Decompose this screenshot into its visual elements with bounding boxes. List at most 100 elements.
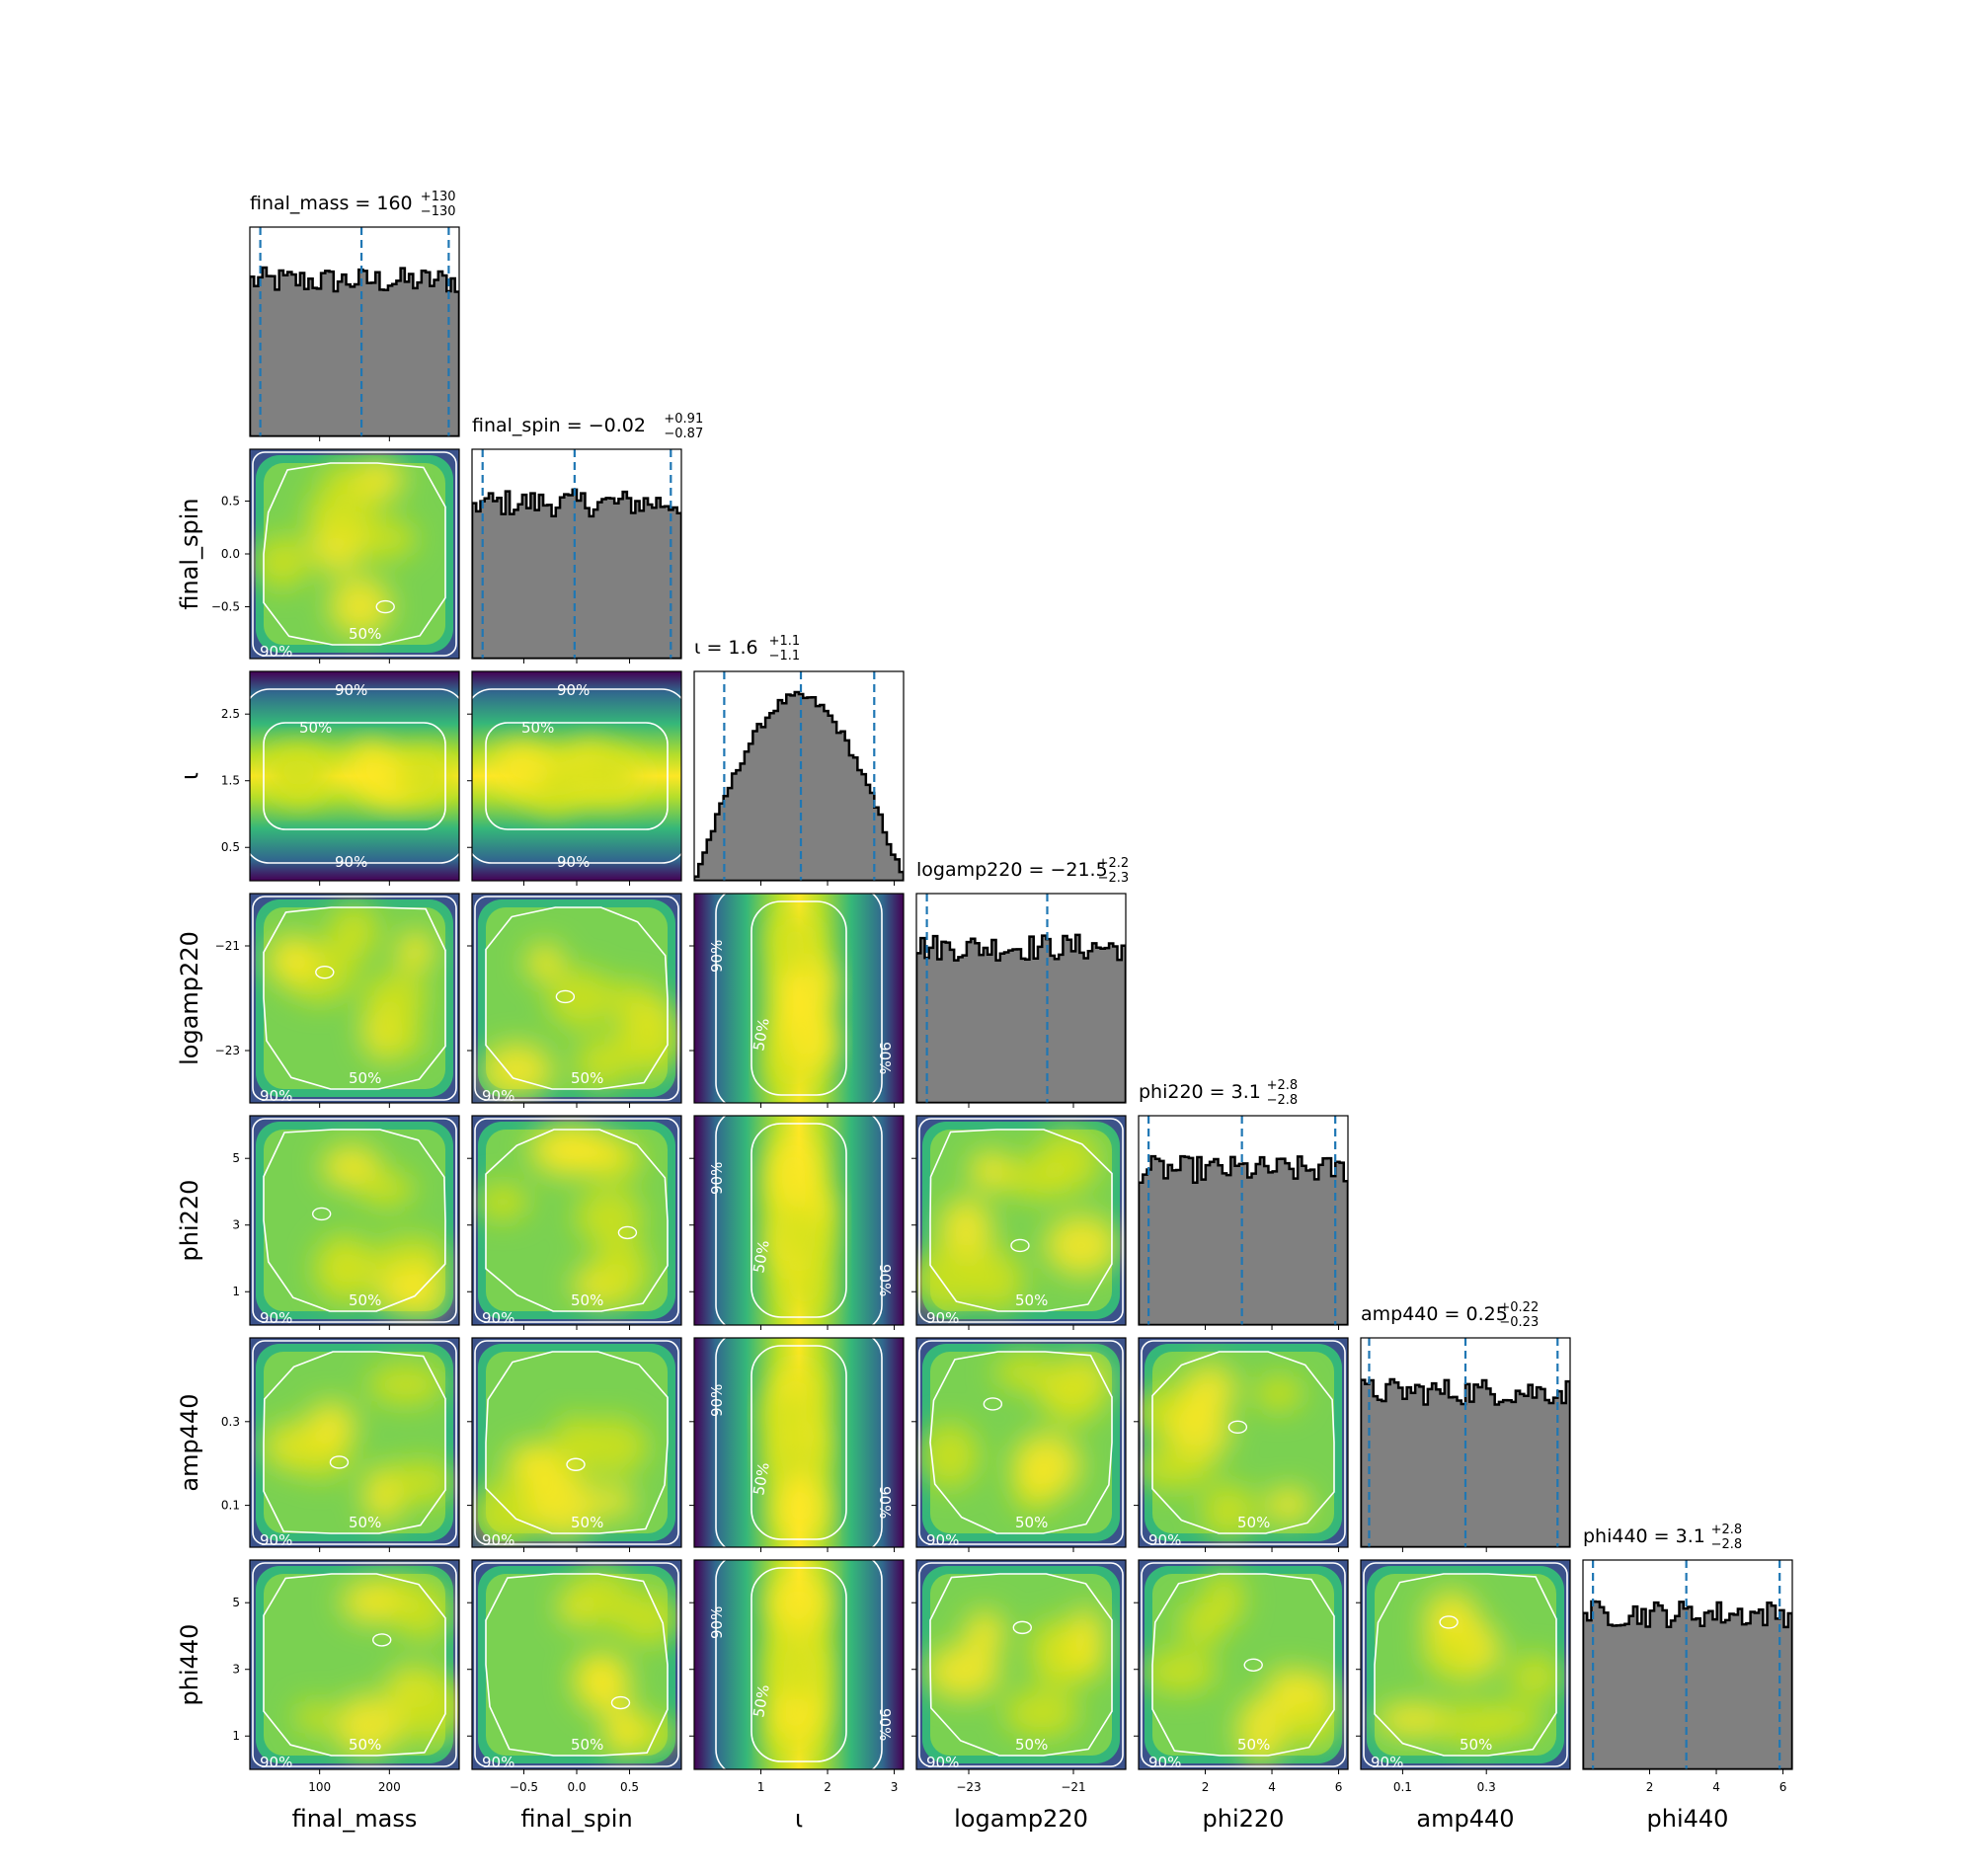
contour-50 bbox=[1151, 1351, 1335, 1534]
density-peak bbox=[334, 1694, 403, 1758]
y-tick-label: 1 bbox=[232, 1729, 240, 1743]
density-panel-final_spin-vs-phi220: 50% 90% bbox=[467, 1115, 682, 1330]
density-peak bbox=[916, 1248, 989, 1310]
density-blobs bbox=[1377, 1591, 1561, 1746]
density-peak bbox=[603, 1703, 644, 1758]
density-peak bbox=[394, 750, 442, 801]
density-peak bbox=[1144, 1649, 1218, 1693]
density: 50% 90% bbox=[250, 1560, 459, 1771]
density-peak bbox=[969, 1150, 1012, 1191]
density-peak bbox=[306, 486, 378, 537]
density-peak bbox=[765, 1634, 826, 1700]
density-panel-final_spin-vs-logamp220: 50% 90% bbox=[467, 893, 682, 1108]
contour-50 bbox=[929, 1573, 1113, 1757]
y-tick-label: 1 bbox=[232, 1285, 240, 1298]
panel-frame bbox=[249, 893, 460, 1104]
density-peak bbox=[1001, 1156, 1074, 1200]
density: 50% 90% bbox=[250, 449, 459, 661]
density-peak bbox=[396, 930, 434, 973]
contour-label-50: 50% bbox=[349, 1291, 381, 1309]
density-blobs bbox=[764, 1136, 837, 1315]
contour-island bbox=[566, 1457, 586, 1471]
density-peak bbox=[1509, 1654, 1561, 1698]
contour-90 bbox=[250, 688, 459, 864]
title-lower-error: −2.3 bbox=[1098, 871, 1130, 886]
density-peak bbox=[569, 1569, 633, 1628]
y-axis-label-final_spin: final_spin bbox=[176, 498, 203, 609]
contour-50 bbox=[929, 1351, 1113, 1534]
density-peak bbox=[367, 1364, 444, 1406]
contour-label-90: 90% bbox=[708, 1384, 726, 1417]
contour-90 bbox=[252, 451, 457, 657]
title-upper-error: +0.22 bbox=[1499, 1300, 1539, 1315]
title-upper-error: +130 bbox=[421, 190, 456, 204]
contour-label-90: 90% bbox=[260, 1754, 292, 1771]
contour-label-90: 90% bbox=[260, 643, 292, 661]
contour-label-90: 90% bbox=[708, 1606, 726, 1639]
density-peak bbox=[1377, 1702, 1453, 1738]
density-peak bbox=[614, 1009, 681, 1075]
density-blobs bbox=[763, 913, 838, 1095]
density: 50% 90% bbox=[250, 894, 459, 1103]
title-main: phi440 = 3.1 bbox=[1583, 1525, 1705, 1547]
contour-label-90: 90% bbox=[876, 1042, 894, 1074]
density-blobs bbox=[760, 1362, 829, 1540]
contour-label-50: 50% bbox=[750, 1017, 773, 1053]
panel-frame bbox=[249, 670, 460, 882]
contour-island bbox=[1010, 1238, 1030, 1253]
density-peak bbox=[1282, 1702, 1337, 1747]
contour-label-50: 50% bbox=[349, 1069, 381, 1087]
density-panel-logamp220-vs-phi440: 50% 90% −23 −21 bbox=[911, 1559, 1127, 1794]
y-tick-label: −21 bbox=[215, 939, 240, 953]
panel-frame bbox=[915, 1337, 1127, 1548]
histogram bbox=[472, 449, 681, 659]
contour-island bbox=[329, 1455, 350, 1469]
contour-label-90: 90% bbox=[260, 1531, 292, 1549]
panel-frame bbox=[1138, 1559, 1349, 1770]
contour-50 bbox=[263, 906, 446, 1090]
x-axis-label-amp440: amp440 bbox=[1416, 1805, 1514, 1833]
histogram-bars bbox=[1139, 1154, 1348, 1325]
contour-island bbox=[610, 1695, 631, 1710]
density-blobs bbox=[1139, 1364, 1312, 1537]
density-panel-inclination-vs-phi220: 90% 90% 50% bbox=[689, 1115, 905, 1330]
title-main: ι = 1.6 bbox=[694, 637, 758, 659]
contour-island bbox=[983, 1397, 1003, 1411]
contour-label-50: 50% bbox=[571, 1514, 603, 1531]
panel-frame bbox=[693, 893, 905, 1104]
contour-90 bbox=[918, 1562, 1124, 1767]
density-peak bbox=[597, 1485, 634, 1518]
density-peak bbox=[527, 1471, 600, 1538]
density-panel-final_mass-vs-logamp220: 50% 90% −23 −21 bbox=[215, 893, 460, 1108]
contour-90 bbox=[1141, 1340, 1346, 1545]
contour-island bbox=[1012, 1620, 1032, 1635]
contour-50 bbox=[750, 1567, 847, 1762]
density-peak bbox=[1166, 1398, 1230, 1464]
density-peak bbox=[1030, 1618, 1074, 1685]
contour-50 bbox=[263, 1351, 446, 1534]
density-blobs bbox=[262, 741, 456, 808]
contour-50 bbox=[485, 906, 669, 1090]
contour-label-90: 90% bbox=[1148, 1531, 1181, 1549]
x-tick-label: 0.3 bbox=[1477, 1780, 1496, 1794]
density-peak bbox=[1264, 1487, 1312, 1523]
contour-label-50: 50% bbox=[1015, 1291, 1048, 1309]
contour-90 bbox=[1363, 1562, 1568, 1767]
x-tick-label: 0.0 bbox=[567, 1780, 586, 1794]
contour-label-50: 50% bbox=[750, 1239, 773, 1275]
y-axis-label-inclination: ι bbox=[176, 772, 203, 780]
hist-panel-inclination: ι = 1.6 +1.1−1.1 bbox=[693, 634, 905, 886]
contour-50 bbox=[1374, 1573, 1557, 1757]
x-tick-label: 0.5 bbox=[620, 1780, 639, 1794]
title-inclination: ι = 1.6 bbox=[694, 637, 758, 659]
contour-90 bbox=[252, 896, 457, 1101]
contour-label-90: 90% bbox=[876, 1708, 894, 1741]
density-peak bbox=[1066, 1606, 1105, 1673]
contour-90 bbox=[715, 1560, 883, 1769]
panel-frame bbox=[693, 1337, 905, 1548]
density-peak bbox=[550, 1133, 627, 1171]
density-blobs bbox=[476, 1124, 650, 1307]
density: 90% 90% 50% bbox=[694, 1338, 904, 1547]
density-panel-inclination-vs-phi440: 90% 90% 50% 1 2 3 bbox=[689, 1559, 905, 1794]
